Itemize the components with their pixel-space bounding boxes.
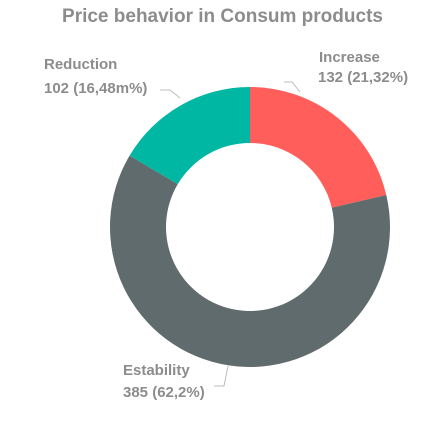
donut-slice-increase[interactable] (250, 87, 387, 208)
donut-slice-reduction[interactable] (129, 87, 250, 185)
slice-name-increase: Increase (319, 49, 380, 66)
slice-label-estability: 385 (62,2%) (123, 384, 205, 401)
slice-name-estability: Estability (123, 362, 190, 379)
leader-line-increase (284, 81, 301, 93)
slice-label-reduction: 102 (16,48m%) (44, 80, 147, 97)
slice-label-increase: 132 (21,32%) (318, 69, 408, 86)
chart-title: Price behavior in Consum products (62, 6, 383, 27)
leader-line-estability (214, 365, 229, 387)
donut-slice-estability[interactable] (109, 155, 391, 368)
leader-line-reduction (160, 89, 181, 99)
slice-name-reduction: Reduction (44, 56, 117, 73)
